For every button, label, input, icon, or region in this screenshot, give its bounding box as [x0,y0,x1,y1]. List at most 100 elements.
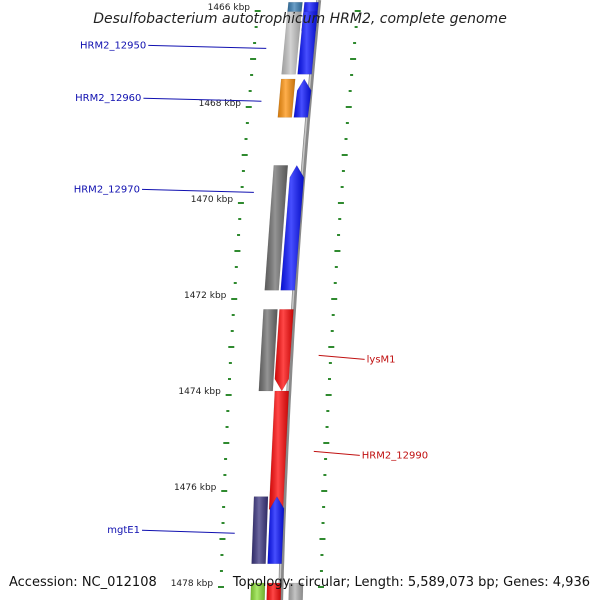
inner-grid-dot [223,442,230,444]
inner-grid-dot [220,554,224,556]
inner-grid-dot [230,330,234,332]
inner-grid-dot [241,154,248,156]
outer-grid-dot [323,442,330,444]
gene-shading-g-top-teal [287,2,303,12]
inner-grid-dot [234,250,241,252]
gene-shading-g-12990-red [269,391,289,521]
gene-label-HRM2_12970[interactable]: HRM2_12970 [74,184,140,195]
outer-grid-dot [354,10,361,12]
inner-grid-dot [221,490,228,492]
gene-features [250,1,319,600]
inner-grid-dot [253,42,257,44]
inner-grid-dot [225,426,229,428]
inner-grid-dot [228,346,235,348]
map-title: Desulfobacterium autotrophicum HRM2, com… [93,11,507,27]
gene-shading-g-bot-red [266,583,282,600]
outer-grid-dot [348,90,352,92]
outer-grid-dot [337,202,344,204]
inner-grid-dot [248,90,252,92]
inner-grid-dot [237,202,244,204]
gene-label-HRM2_12950[interactable]: HRM2_12950 [80,40,146,51]
outer-grid-dot [325,426,329,428]
inner-grid-dot [245,122,249,124]
outer-grid-dot [334,266,338,268]
inner-grid-dot [221,522,225,524]
outer-grid-dot [317,586,324,588]
gene-shading-g-12950-gray [281,11,302,75]
outer-grid-dot [338,218,342,220]
gene-shading-g-12950-blue [297,11,318,75]
gene-shading-g-12970-blue [280,165,304,291]
inner-grid-dot [250,74,254,76]
inner-grid-dot [254,26,258,28]
gene-shading-g-mgte1-blue [267,496,284,564]
outer-grid-dot [323,474,327,476]
inner-grid-dot [225,394,232,396]
inner-grid-dot [222,506,226,508]
gene-shading-g-lysm1-gray [258,309,278,391]
leader-line-lysM1 [318,354,365,360]
leader-line-HRM2_12990 [313,450,360,456]
outer-grid-dot [327,378,331,380]
inner-grid-dot [219,570,223,572]
gene-shading-g-bot-green [250,583,266,600]
outer-grid-dot [328,362,332,364]
outer-grid-dot [330,330,334,332]
outer-grid-dot [354,26,358,28]
outer-grid-dot [340,186,344,188]
inner-grid-dot [223,474,227,476]
outer-grid-dot [319,538,326,540]
tick-label-1478: 1478 kbp [171,579,214,589]
outer-grid-dot [328,346,335,348]
gene-shading-g-bot-gray [288,583,304,600]
outer-grid-dot [321,490,328,492]
inner-grid-dot [244,138,248,140]
outer-grid-dot [345,106,352,108]
gene-shading-g-lysm1-red [274,309,294,391]
inner-grid-dot [237,234,241,236]
outer-grid-dot [320,554,324,556]
inner-grid-dot [219,538,226,540]
tick-label-1468: 1468 kbp [199,99,242,109]
tick-label-1466: 1466 kbp [208,3,251,13]
outer-grid-dot [353,42,357,44]
outer-grid-dot [333,282,337,284]
gene-label-HRM2_12990[interactable]: HRM2_12990 [362,450,428,461]
gene-shading-g-mgte1-purp [251,496,268,564]
inner-grid-dot [240,186,244,188]
outer-grid-dot [341,170,345,172]
gene-label-lysM1[interactable]: lysM1 [367,354,396,365]
grid-dot-rings [217,10,361,588]
outer-grid-dot [322,506,326,508]
outer-grid-dot [344,138,348,140]
tick-label-1476: 1476 kbp [174,483,217,493]
outer-grid-dot [324,458,328,460]
outer-grid-dot [350,58,357,60]
inner-grid-dot [254,10,261,12]
gene-shading-g-12970-gray [264,165,288,291]
outer-grid-dot [337,234,341,236]
inner-grid-dot [231,314,235,316]
gene-label-HRM2_12960[interactable]: HRM2_12960 [75,93,141,104]
outer-grid-dot [325,394,332,396]
inner-grid-dot [245,106,252,108]
inner-grid-dot [233,282,237,284]
tick-label-1474: 1474 kbp [178,387,221,397]
outer-grid-dot [331,314,335,316]
outer-grid-dot [345,122,349,124]
genome-summary-text: Topology: circular; Length: 5,589,073 bp… [232,575,590,590]
inner-grid-dot [231,298,238,300]
gene-labels: HRM2_12950 HRM2_12960 HRM2_12970 lysM1 HRM2_… [74,40,428,536]
outer-grid-dot [331,298,338,300]
leader-line-HRM2_12970 [141,188,254,193]
outer-grid-dot [321,522,325,524]
outer-grid-dot [326,410,330,412]
gene-label-mgtE1[interactable]: mgtE1 [107,525,140,536]
inner-grid-dot [226,410,230,412]
inner-grid-dot [234,266,238,268]
inner-grid-dot [238,218,242,220]
outer-grid-dot [319,570,323,572]
tick-label-1472: 1472 kbp [184,291,227,301]
leader-line-HRM2_12950 [148,44,267,49]
